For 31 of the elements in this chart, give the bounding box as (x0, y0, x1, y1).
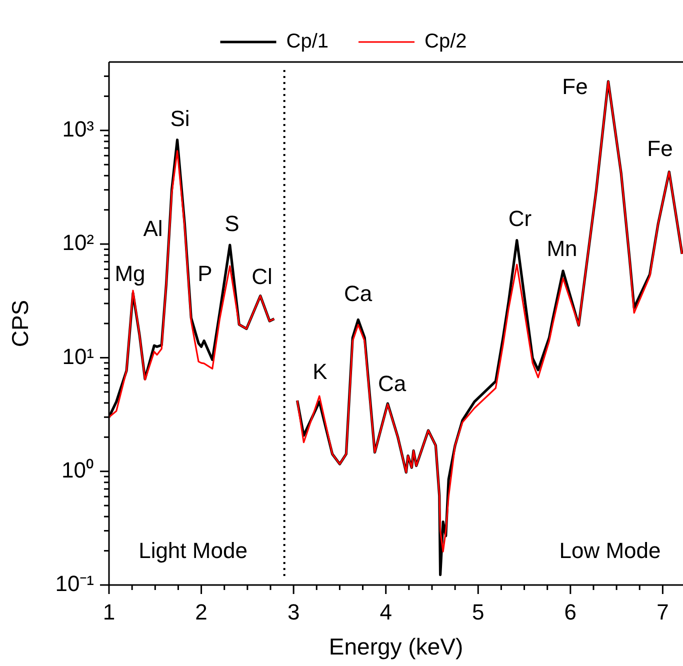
x-tick-label: 2 (195, 599, 208, 624)
annotation: Mn (546, 236, 578, 262)
y-tick-label: 10⁰ (62, 457, 94, 482)
annotation: Fe (562, 74, 588, 100)
annotation: Cl (252, 264, 272, 290)
legend-label: Cp/1 (286, 30, 329, 53)
annotation: Mg (114, 261, 146, 286)
annotation: Fe (647, 136, 673, 162)
x-tick-label: 3 (287, 599, 300, 624)
x-axis-title: Energy (keV) (328, 634, 464, 660)
x-tick-label: 1 (102, 599, 116, 624)
x-tick-label: 7 (656, 599, 669, 624)
x-tick-label: 4 (380, 599, 392, 624)
annotation: Ca (378, 371, 407, 396)
annotation: Cr (508, 206, 532, 232)
annotation: S (224, 211, 240, 236)
annotation: Light Mode (138, 538, 248, 564)
y-tick-label: 10¹ (62, 344, 94, 369)
annotation: K (312, 359, 328, 384)
y-tick-label: 10² (62, 230, 94, 256)
annotation: P (198, 261, 212, 286)
y-tick-label: 10³ (62, 116, 94, 142)
annotation: Ca (344, 281, 373, 306)
annotation: Si (170, 106, 190, 132)
annotation: Al (143, 216, 163, 242)
x-tick-label: 5 (472, 599, 484, 624)
legend-label: Cp/2 (424, 30, 467, 53)
annotation: Low Mode (559, 538, 661, 564)
y-axis-title: CPS (7, 300, 34, 348)
y-tick-label: 10⁻¹ (55, 571, 94, 596)
x-tick-label: 6 (564, 599, 577, 624)
